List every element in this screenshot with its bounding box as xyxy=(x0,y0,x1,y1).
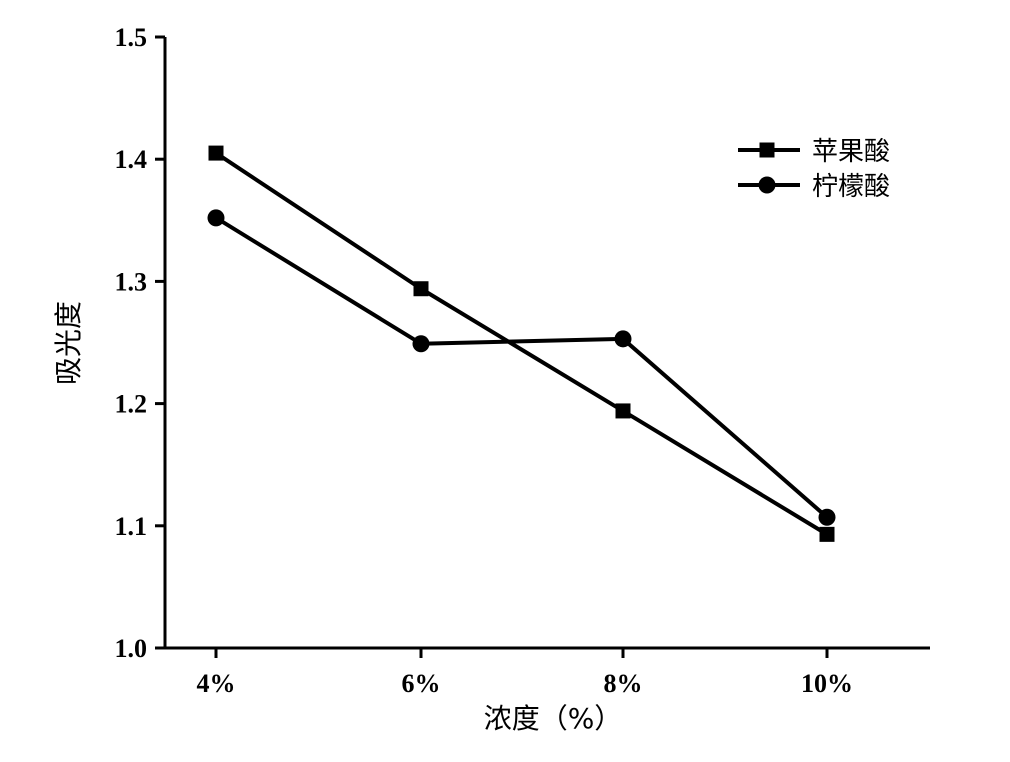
x-tick-label: 8% xyxy=(604,669,643,698)
y-tick-label: 1.0 xyxy=(115,634,148,663)
series-2 xyxy=(207,209,836,526)
x-axis-ticks: 4% 6% 8% 10% xyxy=(197,648,853,698)
y-tick-label: 1.2 xyxy=(115,390,148,419)
series-line xyxy=(214,216,829,519)
x-tick-label: 10% xyxy=(801,669,853,698)
data-point xyxy=(413,281,429,297)
y-tick-label: 1.4 xyxy=(115,145,148,174)
data-point xyxy=(614,330,632,348)
data-point xyxy=(412,335,430,353)
y-tick-label: 1.3 xyxy=(115,267,148,296)
y-axis-title: 吸光度 xyxy=(52,301,85,385)
y-tick-label: 1.1 xyxy=(115,512,148,541)
legend-item: 苹果酸 xyxy=(738,137,890,167)
x-tick-label: 4% xyxy=(197,669,236,698)
data-point xyxy=(615,403,631,419)
legend-marker xyxy=(759,142,775,158)
series-layer xyxy=(207,145,836,542)
legend-marker xyxy=(758,176,776,194)
x-axis-title: 浓度（%） xyxy=(484,702,623,735)
axes xyxy=(163,37,930,650)
legend-label: 苹果酸 xyxy=(812,137,890,167)
y-tick-label: 1.5 xyxy=(115,23,148,52)
legend-item: 柠檬酸 xyxy=(738,172,890,202)
y-axis-ticks: 1.0 1.1 1.2 1.3 1.4 1.5 xyxy=(115,23,165,663)
data-point xyxy=(208,145,224,161)
data-point xyxy=(207,209,225,227)
x-tick-label: 6% xyxy=(402,669,441,698)
legend-label: 柠檬酸 xyxy=(812,172,890,202)
series-1 xyxy=(208,145,835,542)
data-point xyxy=(819,526,835,542)
data-point xyxy=(818,508,836,526)
series-line xyxy=(214,151,829,537)
